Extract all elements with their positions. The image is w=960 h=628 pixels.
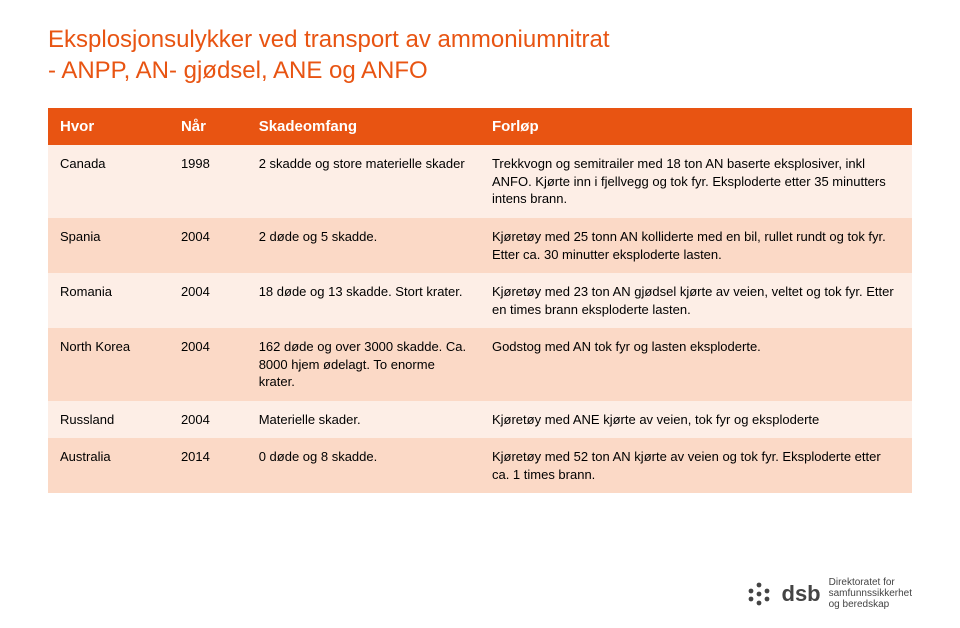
col-skade: Skadeomfang [247,108,480,145]
cell-forlop: Kjøretøy med 52 ton AN kjørte av veien o… [480,438,912,493]
dsb-logo-text-2: samfunnssikkerhet [829,588,912,599]
cell-forlop: Trekkvogn og semitrailer med 18 ton AN b… [480,145,912,218]
table-row: Australia 2014 0 døde og 8 skadde. Kjøre… [48,438,912,493]
cell-forlop: Kjøretøy med 25 tonn AN kolliderte med e… [480,218,912,273]
table-header-row: Hvor Når Skadeomfang Forløp [48,108,912,145]
cell-skade: 18 døde og 13 skadde. Stort krater. [247,273,480,328]
cell-forlop: Kjøretøy med ANE kjørte av veien, tok fy… [480,401,912,439]
cell-hvor: Russland [48,401,169,439]
col-forlop: Forløp [480,108,912,145]
cell-skade: 2 døde og 5 skadde. [247,218,480,273]
cell-hvor: Australia [48,438,169,493]
cell-skade: 2 skadde og store materielle skader [247,145,480,218]
dsb-logo-text-1: Direktoratet for [829,577,895,588]
dsb-logo: dsb Direktoratet for samfunnssikkerhet o… [744,577,913,610]
table-row: North Korea 2004 162 døde og over 3000 s… [48,328,912,401]
dsb-logo-icon [744,579,774,609]
table-row: Spania 2004 2 døde og 5 skadde. Kjøretøy… [48,218,912,273]
col-nar: Når [169,108,247,145]
cell-nar: 1998 [169,145,247,218]
title-line-1: Eksplosjonsulykker ved transport av ammo… [48,26,610,53]
cell-nar: 2004 [169,328,247,401]
cell-hvor: Romania [48,273,169,328]
cell-nar: 2004 [169,401,247,439]
page-title: Eksplosjonsulykker ved transport av ammo… [48,24,912,86]
cell-skade: Materielle skader. [247,401,480,439]
cell-hvor: Canada [48,145,169,218]
dsb-logo-text: Direktoratet for samfunnssikkerhet og be… [829,577,912,610]
cell-skade: 0 døde og 8 skadde. [247,438,480,493]
table-row: Canada 1998 2 skadde og store materielle… [48,145,912,218]
cell-nar: 2004 [169,218,247,273]
table-row: Russland 2004 Materielle skader. Kjøretø… [48,401,912,439]
dsb-logo-text-3: og beredskap [829,599,890,610]
cell-nar: 2004 [169,273,247,328]
cell-hvor: Spania [48,218,169,273]
cell-skade: 162 døde og over 3000 skadde. Ca. 8000 h… [247,328,480,401]
cell-hvor: North Korea [48,328,169,401]
cell-forlop: Kjøretøy med 23 ton AN gjødsel kjørte av… [480,273,912,328]
table-row: Romania 2004 18 døde og 13 skadde. Stort… [48,273,912,328]
cell-forlop: Godstog med AN tok fyr og lasten eksplod… [480,328,912,401]
incidents-table: Hvor Når Skadeomfang Forløp Canada 1998 … [48,108,912,493]
cell-nar: 2014 [169,438,247,493]
dsb-logo-acronym: dsb [782,581,821,607]
col-hvor: Hvor [48,108,169,145]
title-line-2: - ANPP, AN- gjødsel, ANE og ANFO [48,57,428,84]
